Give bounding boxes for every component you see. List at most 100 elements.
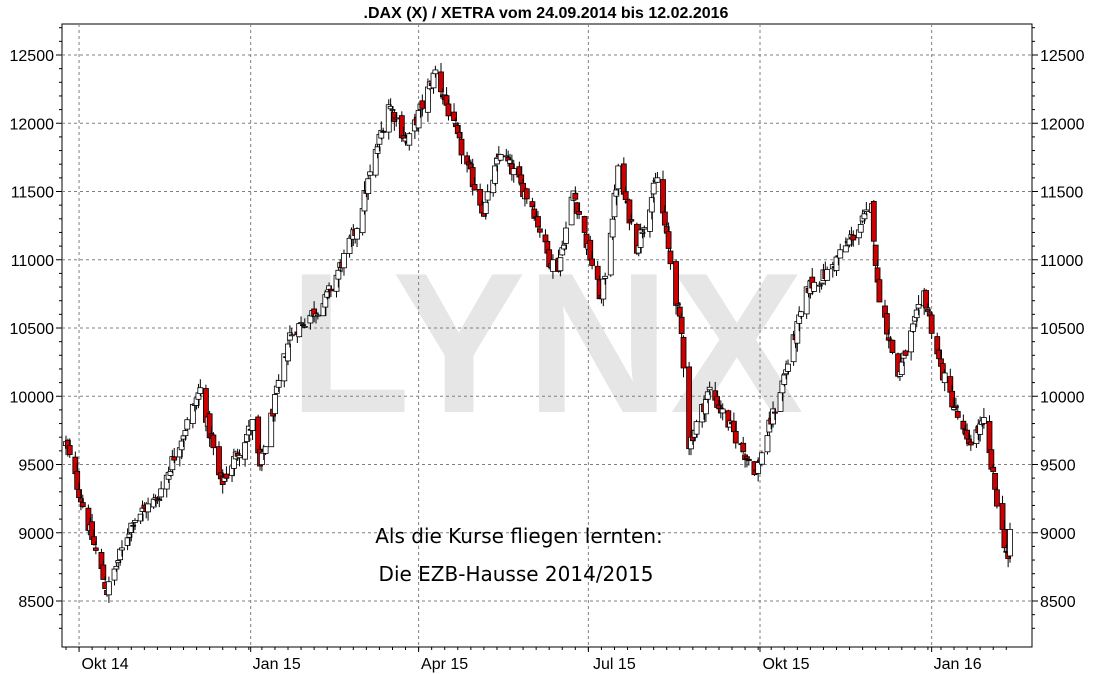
- candle-body: [113, 565, 120, 570]
- candle-down: [667, 247, 674, 270]
- candle-body: [568, 196, 575, 226]
- candle-body: [529, 201, 536, 208]
- candle-body: [850, 234, 857, 241]
- candle-body: [137, 513, 144, 522]
- candle-up: [615, 163, 622, 196]
- candle-up: [941, 369, 948, 392]
- x-tick-label: Jul 15: [593, 656, 636, 673]
- candle-body: [523, 188, 530, 200]
- candle-body: [178, 440, 185, 451]
- y-tick-label-right: 11500: [1040, 185, 1083, 202]
- candle-body: [639, 231, 646, 234]
- candle-body: [594, 265, 601, 280]
- candle-body: [673, 261, 679, 306]
- candle-body: [432, 69, 439, 75]
- candle-up: [602, 272, 609, 285]
- y-tick-label-right: 10500: [1040, 321, 1085, 338]
- candle-up: [288, 327, 295, 337]
- candle-body: [654, 177, 661, 183]
- candle-up: [484, 184, 491, 204]
- candle-up: [301, 318, 308, 329]
- candle-body: [124, 537, 131, 546]
- candle-body: [744, 456, 750, 459]
- candle-body: [667, 250, 674, 265]
- candle-body: [158, 488, 165, 498]
- candle-body: [300, 324, 306, 327]
- candle-up: [242, 440, 248, 467]
- candle-body: [557, 257, 564, 272]
- candle-body: [507, 159, 513, 164]
- candle-down: [79, 494, 86, 509]
- candle-body: [223, 473, 230, 479]
- candle-down: [92, 541, 99, 555]
- candle-up: [184, 417, 191, 431]
- candle-body: [286, 332, 293, 341]
- candle-up: [286, 325, 293, 348]
- candle-body: [361, 190, 368, 212]
- candle-up: [106, 576, 112, 603]
- candle-body: [589, 258, 596, 266]
- candle-up: [378, 121, 385, 140]
- candle-body: [341, 253, 347, 269]
- candle-body: [719, 408, 726, 414]
- candle-down: [535, 210, 541, 232]
- candle-down: [850, 230, 857, 247]
- candle-body: [949, 390, 956, 408]
- candle-body: [846, 238, 853, 246]
- candle-up: [600, 276, 607, 307]
- candle-down: [628, 213, 635, 225]
- candle-body: [236, 455, 243, 459]
- candle-up: [335, 264, 342, 288]
- candle-body: [824, 269, 831, 281]
- candle-up: [857, 220, 864, 233]
- candle-down: [745, 458, 752, 466]
- candle-down: [925, 303, 931, 313]
- candle-body: [415, 110, 422, 129]
- candle-body: [665, 231, 672, 249]
- candle-down: [438, 62, 444, 99]
- candle-up: [915, 295, 922, 316]
- candle-body: [923, 290, 929, 309]
- candle-body: [406, 133, 413, 146]
- candle-body: [902, 350, 909, 356]
- candle-body: [130, 524, 137, 527]
- candle-down: [732, 422, 739, 449]
- y-tick-label-left: 11500: [11, 185, 54, 202]
- candle-body: [272, 394, 278, 415]
- candle-body: [609, 218, 616, 238]
- candle-body: [216, 446, 222, 476]
- candle-body: [898, 361, 905, 375]
- candle-body: [626, 199, 633, 224]
- candle-body: [132, 519, 138, 523]
- candle-down: [1001, 519, 1008, 551]
- candle-body: [870, 200, 877, 242]
- candle-body: [740, 442, 747, 452]
- candle-body: [770, 408, 776, 425]
- candle-down: [445, 99, 452, 121]
- candle-up: [387, 98, 394, 110]
- candle-up: [811, 281, 818, 293]
- candle-down: [923, 288, 929, 313]
- candle-down: [772, 407, 778, 421]
- candle-down: [949, 384, 956, 411]
- candle-body: [393, 117, 400, 120]
- candle-body: [818, 282, 825, 285]
- candle-body: [374, 146, 381, 154]
- candle-down: [523, 187, 530, 204]
- candle-body: [328, 288, 334, 292]
- candle-down: [419, 94, 426, 117]
- candle-down: [744, 456, 750, 468]
- candle-down: [622, 186, 629, 204]
- candle-up: [770, 401, 776, 428]
- candle-up: [324, 291, 331, 300]
- candle-up: [119, 540, 125, 557]
- candle-body: [889, 339, 896, 353]
- candle-up: [281, 353, 288, 388]
- candle-body: [550, 259, 556, 272]
- y-tick-label-left: 8500: [18, 594, 54, 611]
- candle-up: [798, 310, 804, 319]
- candle-body: [680, 336, 687, 369]
- candle-body: [425, 86, 431, 113]
- candle-up: [314, 312, 321, 320]
